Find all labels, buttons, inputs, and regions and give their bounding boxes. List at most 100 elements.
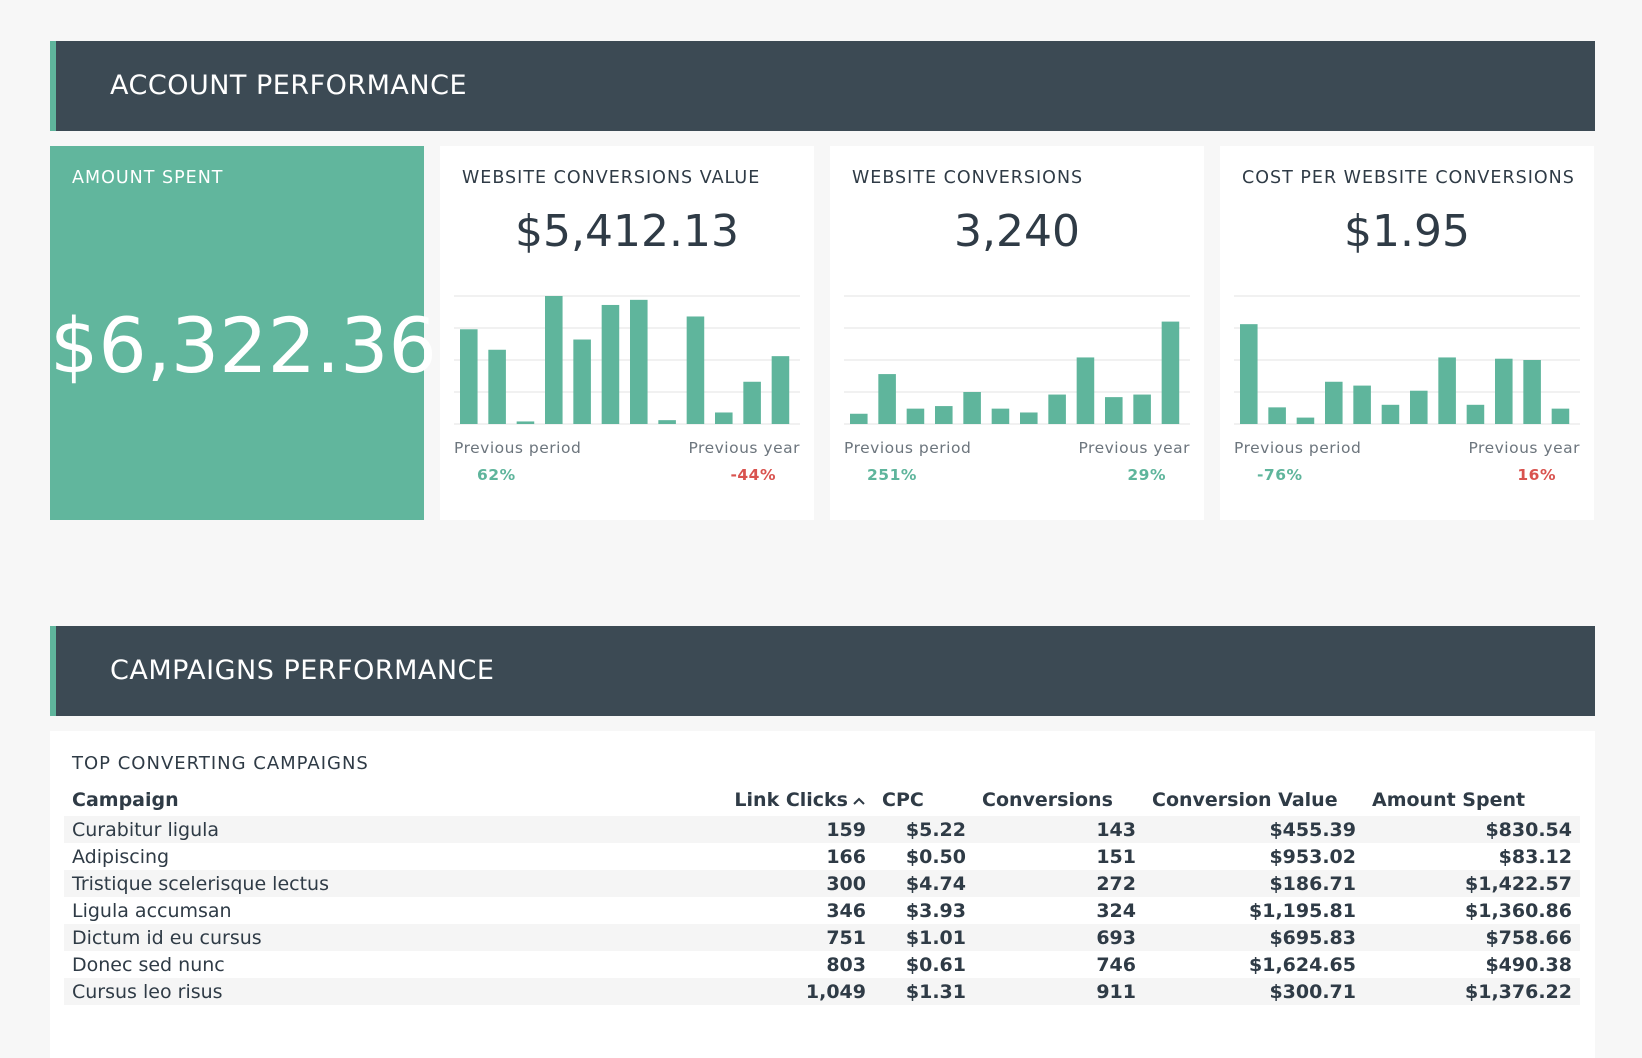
chart-bar [743, 381, 761, 424]
chart-bar [630, 299, 648, 424]
chart-bar [601, 304, 620, 424]
conversion-value-cell: $186.71 [1269, 872, 1356, 895]
amount-spent-cell: $830.54 [1485, 818, 1572, 841]
card-label: WEBSITE CONVERSIONS VALUE [462, 168, 761, 188]
column-header-conversion-value[interactable]: Conversion Value [1152, 789, 1338, 811]
amount-spent-cell: $1,360.86 [1465, 899, 1572, 922]
chart-bar [1410, 390, 1428, 424]
campaign-name: Ligula accumsan [72, 899, 232, 922]
card-label: WEBSITE CONVERSIONS [852, 168, 1084, 188]
cpc-cell: $0.61 [905, 953, 966, 976]
card-label: COST PER WEBSITE CONVERSIONS [1242, 168, 1575, 188]
link-clicks-cell: 300 [826, 872, 866, 895]
website-conversions-card: WEBSITE CONVERSIONS 3,240 Previous perio… [830, 146, 1204, 520]
previous-period-label: Previous period [844, 439, 972, 457]
amount-spent-cell: $490.38 [1485, 953, 1572, 976]
cpc-cell: $3.93 [905, 899, 966, 922]
column-header-link-clicks[interactable]: Link Clicks [724, 784, 874, 816]
amount-spent-cell: $758.66 [1485, 926, 1572, 949]
chevron-up-icon[interactable] [852, 794, 866, 810]
chart-bar [1466, 404, 1485, 424]
conversion-value-cell: $1,624.65 [1249, 953, 1356, 976]
conversions-cell: 693 [1096, 926, 1136, 949]
chart-bar [1105, 397, 1123, 424]
link-clicks-cell: 346 [826, 899, 866, 922]
campaigns-table: Campaign Link Clicks CPC Conversions Con… [64, 784, 1580, 1005]
previous-period-change: -76% [1257, 466, 1303, 484]
card-value: $1.95 [1344, 206, 1470, 257]
chart-bar [1551, 408, 1570, 424]
link-clicks-cell: 803 [826, 953, 866, 976]
column-header-conversions[interactable]: Conversions [982, 789, 1113, 811]
chart-bar [906, 408, 925, 424]
previous-period-label: Previous period [454, 439, 582, 457]
chart-bar [1523, 360, 1541, 424]
chart-bar [516, 421, 535, 424]
chart-bar [878, 374, 896, 424]
chart-bar [1161, 321, 1180, 424]
bar-chart [844, 295, 1190, 425]
chart-bar [935, 406, 953, 424]
previous-year-label: Previous year [688, 439, 800, 457]
table-row: Tristique scelerisque lectus 300 $4.74 2… [64, 870, 1580, 897]
chart-bar [1048, 394, 1066, 424]
previous-year-change: 29% [1127, 466, 1166, 484]
card-value: $5,412.13 [515, 206, 739, 257]
bar-chart [454, 295, 800, 425]
chart-bar [1325, 381, 1343, 424]
chart-bar [1020, 412, 1038, 424]
table-row: Ligula accumsan 346 $3.93 324 $1,195.81 … [64, 897, 1580, 924]
amount-spent-value: $6,322.36 [50, 301, 437, 390]
chart-bar [1381, 404, 1400, 424]
chart-bar [1296, 417, 1315, 424]
previous-period-change: 251% [867, 466, 917, 484]
chart-bar [686, 316, 705, 424]
card-value: 3,240 [954, 206, 1080, 257]
conversions-cell: 143 [1096, 818, 1136, 841]
campaign-name: Donec sed nunc [72, 953, 225, 976]
amount-spent-label: AMOUNT SPENT [72, 168, 224, 188]
table-row: Dictum id eu cursus 751 $1.01 693 $695.8… [64, 924, 1580, 951]
top-converting-campaigns-panel: TOP CONVERTING CAMPAIGNS Campaign Link C… [50, 731, 1595, 1058]
conversion-value-cell: $695.83 [1269, 926, 1356, 949]
cpc-cell: $0.50 [905, 845, 966, 868]
column-header-amount-spent[interactable]: Amount Spent [1372, 789, 1526, 811]
chart-bar [1353, 385, 1371, 424]
campaign-name: Cursus leo risus [72, 980, 223, 1003]
column-header-cpc[interactable]: CPC [882, 789, 924, 811]
chart-bar [545, 296, 563, 424]
conversions-cell: 151 [1096, 845, 1136, 868]
chart-bar [573, 339, 591, 424]
chart-bar [963, 392, 981, 424]
amount-spent-card: AMOUNT SPENT $6,322.36 [50, 146, 437, 520]
link-clicks-cell: 751 [826, 926, 866, 949]
amount-spent-cell: $1,376.22 [1465, 980, 1572, 1003]
previous-year-label: Previous year [1468, 439, 1580, 457]
chart-bar [1133, 394, 1151, 424]
conversions-cell: 911 [1096, 980, 1136, 1003]
chart-bar [850, 413, 868, 424]
table-row: Curabitur ligula 159 $5.22 143 $455.39 $… [64, 816, 1580, 843]
link-clicks-cell: 166 [826, 845, 866, 868]
chart-bar [658, 420, 676, 424]
conversion-value-cell: $300.71 [1269, 980, 1356, 1003]
chart-bar [1076, 357, 1095, 424]
amount-spent-cell: $1,422.57 [1465, 872, 1572, 895]
table-row: Donec sed nunc 803 $0.61 746 $1,624.65 $… [64, 951, 1580, 978]
previous-period-change: 62% [477, 466, 516, 484]
table-title: TOP CONVERTING CAMPAIGNS [72, 753, 369, 774]
campaigns-performance-title: CAMPAIGNS PERFORMANCE [110, 655, 495, 686]
campaign-name: Curabitur ligula [72, 818, 220, 841]
conversions-cell: 272 [1096, 872, 1136, 895]
previous-year-change: -44% [730, 466, 776, 484]
campaign-name: Adipiscing [72, 845, 170, 868]
chart-bar [991, 408, 1010, 424]
column-header-campaign[interactable]: Campaign [72, 789, 179, 811]
chart-bar [488, 349, 506, 424]
table-header-row: Campaign Link Clicks CPC Conversions Con… [64, 784, 1580, 816]
conversions-cell: 746 [1096, 953, 1136, 976]
chart-bar [1438, 357, 1456, 424]
account-performance-header: ACCOUNT PERFORMANCE [50, 41, 1595, 131]
chart-bar [460, 329, 478, 424]
link-clicks-cell: 1,049 [805, 980, 866, 1003]
